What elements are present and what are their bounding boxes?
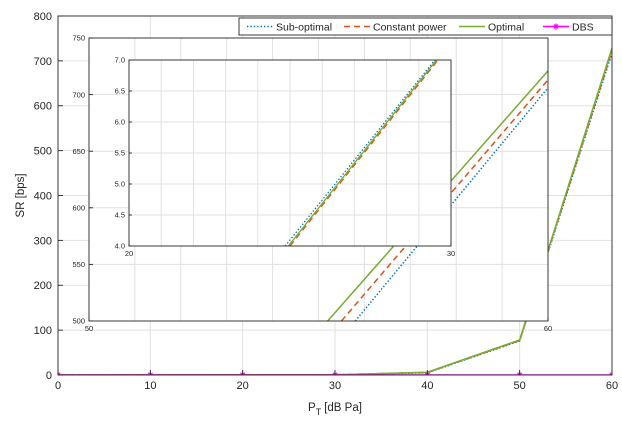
middle-inset-ytick-label: 700 [72,90,85,99]
main-plot-ytick-label: 400 [34,190,52,202]
main-plot-ytick-label: 800 [34,11,52,23]
small-inset-xtick-label: 20 [125,249,133,258]
middle-inset-ytick-label: 750 [72,34,85,43]
small-inset-ytick-label: 7.0 [115,56,125,65]
main-plot-xtick-label: 20 [237,380,249,392]
main-plot-xtick-label: 0 [55,380,61,392]
small-inset-series-group [284,60,439,246]
x-axis-label-main: P [308,402,316,414]
legend-box [238,17,613,36]
small-inset-xtick-label: 30 [447,249,455,258]
small-inset-series-line [284,60,436,246]
legend-label: Sub-optimal [276,22,332,34]
small-inset-ytick-label: 4.0 [115,242,125,251]
x-axis-label-unit: [dB Pa] [324,402,362,414]
middle-inset-series-line [340,79,548,321]
middle-inset-xtick-label: 60 [544,324,552,333]
middle-inset-series-line [354,87,548,321]
main-plot-ytick-label: 600 [34,101,52,113]
main-plot-xtick-label: 50 [514,380,526,392]
small-inset-series-line [287,60,438,246]
main-plot-ytick-label: 500 [34,146,52,158]
small-inset-ytick-label: 5.5 [115,149,125,158]
main-plot-xtick-label: 10 [144,380,156,392]
x-axis-label-subscript: T [316,407,322,417]
small-inset-ytick-label: 5.0 [115,180,125,189]
middle-inset-ytick-label: 550 [72,260,85,269]
middle-inset-ytick-label: 650 [72,147,85,156]
legend-label: Optimal [488,22,524,34]
main-plot-ytick-label: 200 [34,280,52,292]
middle-inset-frame [88,37,549,322]
main-plot-ytick-label: 0 [46,370,52,382]
middle-inset-xtick-label: 50 [85,324,93,333]
middle-inset-ytick-label: 500 [72,317,85,326]
small-inset-ytick-label: 4.5 [115,211,125,220]
legend-marker [553,23,559,30]
main-plot-ytick-label: 300 [34,235,52,247]
main-plot-xtick-label: 60 [606,380,618,392]
small-inset: 20 30 4.0 4.5 5.0 5.5 6.0 6.5 7.0 [115,56,456,258]
y-axis-label: SR [bps] [15,173,27,217]
main-plot-ytick-label: 100 [34,325,52,337]
legend-label: Constant power [373,22,447,34]
main-plot-xtick-label: 30 [329,380,341,392]
small-inset-ytick-label: 6.5 [115,87,125,96]
main-plot-xtick-label: 40 [421,380,433,392]
main-plot-ytick-label: 700 [34,56,52,68]
legend-label: DBS [572,22,594,34]
middle-inset-ytick-label: 600 [72,204,85,213]
small-inset-ytick-label: 6.0 [115,118,125,127]
x-axis-label: PT [dB Pa] [308,402,362,417]
legend: Sub-optimal Constant power Optimal DBS [238,17,613,36]
